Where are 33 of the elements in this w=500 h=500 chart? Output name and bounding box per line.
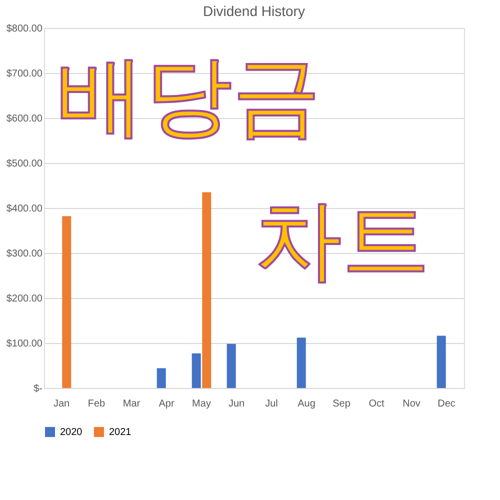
- bar: [296, 338, 306, 388]
- y-tick-label: $200.00: [6, 294, 43, 304]
- annotation: 배당금: [56, 44, 321, 147]
- bar: [202, 192, 212, 388]
- y-tick-label: $100.00: [6, 338, 43, 350]
- legend-label: 2021: [109, 427, 132, 438]
- bar: [436, 336, 446, 388]
- x-tick-label: Jun: [228, 398, 245, 410]
- bar: [226, 344, 236, 388]
- x-tick-label: Apr: [158, 398, 175, 410]
- chart-title: Dividend History: [203, 3, 305, 19]
- bar: [192, 353, 201, 388]
- legend-label: 2020: [60, 427, 83, 438]
- annotation: 차트: [254, 188, 430, 291]
- x-tick-label: Jul: [265, 398, 278, 410]
- x-tick-label: Feb: [88, 398, 106, 410]
- y-tick-label: $700.00: [6, 68, 43, 80]
- y-tick-label: $300.00: [6, 248, 43, 260]
- y-tick-label: $400.00: [6, 204, 43, 214]
- x-tick-label: Nov: [402, 398, 420, 410]
- bar: [62, 216, 72, 388]
- y-tick-label: $-: [34, 384, 42, 394]
- x-tick-label: Aug: [298, 398, 316, 410]
- x-tick-label: Dec: [438, 398, 456, 410]
- y-tick-label: $800.00: [6, 24, 43, 34]
- x-tick-label: Oct: [368, 398, 384, 410]
- x-tick-label: Sep: [332, 398, 351, 410]
- x-tick-label: Mar: [122, 398, 141, 410]
- x-tick-label: Jan: [53, 398, 70, 410]
- y-tick-label: $500.00: [6, 158, 43, 170]
- bar: [156, 368, 166, 388]
- y-tick-label: $600.00: [6, 114, 43, 124]
- x-tick-label: May: [192, 398, 211, 410]
